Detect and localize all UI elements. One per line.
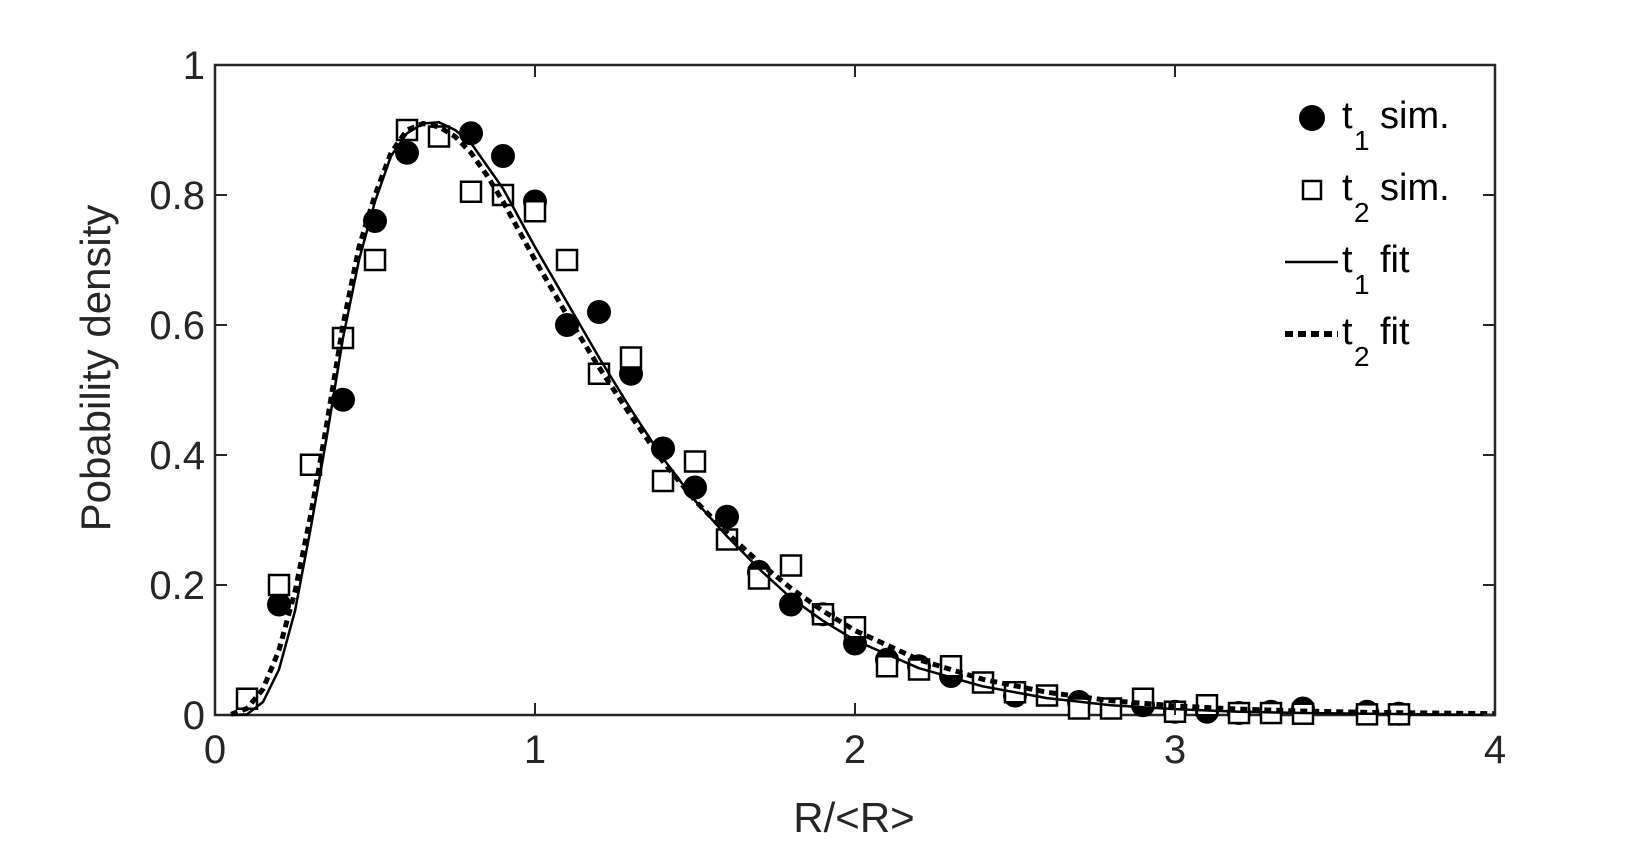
legend-label-subscript: 2 [1354,197,1370,228]
legend-label-subscript: 2 [1354,341,1370,372]
legend-label-subscript: 1 [1354,269,1370,300]
legend-symbol [1299,105,1325,131]
data-point [491,144,515,168]
plot-area [213,63,1497,726]
data-point [715,504,739,529]
data-point [651,469,675,493]
data-point [779,554,803,577]
x-axis-title: R/<R> [793,794,914,841]
data-point [331,387,355,412]
y-tick-label: 1 [183,44,205,88]
y-tick-label: 0.6 [149,304,205,348]
y-tick-label: 0 [183,694,205,738]
legend-label-subscript: 1 [1354,125,1370,156]
series-line-4 [230,121,1496,717]
data-point [267,592,291,617]
legend-label-main: t [1342,311,1353,353]
legend-label-main: t [1342,239,1353,281]
legend-label-main: t [1342,95,1353,137]
y-tick-label: 0.8 [149,174,205,218]
data-point [779,592,803,617]
data-point [683,450,707,473]
x-tick-label: 4 [1484,728,1506,772]
y-axis-title: Pobability density [72,205,119,532]
legend-symbol [1301,179,1323,201]
legend-label-name: fit [1380,239,1410,281]
legend-label-name: sim. [1380,95,1450,137]
data-point [395,140,419,165]
data-point [523,200,547,223]
data-point [555,248,579,272]
axis-ticks: 0 1 2 3 4 0 0.2 0.4 0.6 0.8 1 [149,44,1506,772]
legend-label-name: sim. [1380,167,1450,209]
data-point [587,300,611,324]
data-point [907,658,931,681]
x-tick-label: 1 [524,728,546,772]
data-point [267,573,291,597]
x-tick-label: 0 [204,728,226,772]
data-point [651,436,675,461]
data-point [555,313,579,337]
series-dotted-thick-line [230,121,1496,717]
legend-label-main: t [1342,167,1353,209]
x-tick-label: 3 [1164,728,1186,772]
data-point [363,248,387,272]
y-tick-label: 0.2 [149,564,205,608]
x-tick-label: 2 [844,728,866,772]
data-point [875,655,899,678]
data-point [747,567,771,590]
data-point [619,346,643,369]
data-point [459,180,483,203]
y-tick-label: 0.4 [149,434,205,478]
legend-label-name: fit [1380,311,1410,353]
